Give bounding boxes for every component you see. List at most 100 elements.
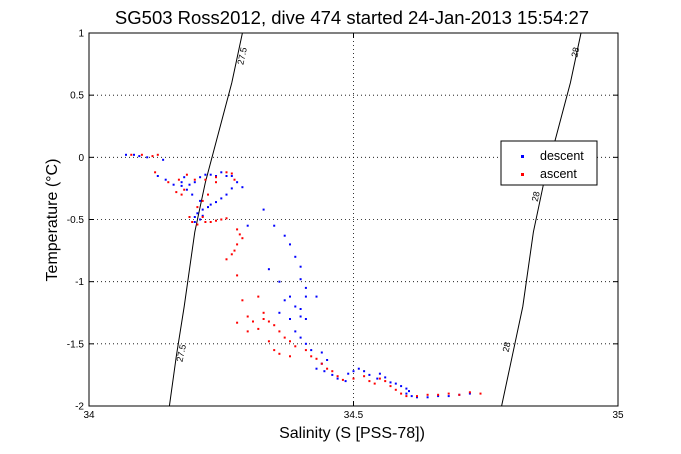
ascent-point [180,193,183,196]
descent-point [299,265,302,268]
descent-point [323,370,326,373]
descent-point [347,372,350,375]
descent-point [437,395,440,398]
ascent-point [154,171,157,174]
descent-point [215,201,217,204]
ascent-point [201,199,204,202]
axis-ticks: 34 34.5 35 -2 -1.5 -1 -0.5 0 0.5 1 [67,29,624,422]
descent-point [125,153,127,156]
descent-point [172,183,175,186]
ascent-point [373,382,376,385]
ascent-point [236,274,239,277]
y-tick-label: -0.5 [67,215,85,226]
ascent-point [241,299,244,302]
ascent-point [193,178,196,181]
ascent-point [294,345,297,348]
descent-point [183,176,186,179]
descent-point [204,173,207,176]
ascent-point [394,388,397,391]
ascent-point [479,392,482,395]
ascent-point [246,315,249,318]
ascent-point [320,362,323,365]
descent-point [410,395,413,398]
ascent-point [236,228,239,231]
legend-box [500,140,598,186]
ascent-point [278,352,281,355]
descent-point [191,193,194,196]
ascent-point [230,253,233,256]
contour-label: 27.5 [175,344,188,363]
ascent-point [196,223,199,226]
descent-point [241,186,244,189]
descent-point [193,216,196,218]
ascent-point [289,340,291,343]
descent-point [162,158,165,161]
ascent-point [378,377,381,380]
ascent-point [273,349,276,352]
descent-point [278,280,281,283]
ascent-point [230,172,233,175]
x-axis-label: Salinity (S [PSS-78]) [279,425,425,442]
ascent-point [140,153,143,156]
descent-point [416,396,418,399]
descent-point [185,188,188,191]
descent-point [389,381,392,384]
ascent-point [236,243,239,246]
descent-point [188,183,191,186]
descent-point [336,377,339,380]
ascent-point [468,391,471,394]
x-tick-label: 34 [83,410,95,421]
descent-point [376,377,379,380]
descent-point [331,373,334,376]
ascent-point [262,318,265,320]
ascent-point [215,176,217,179]
descent-point [426,396,429,399]
ascent-point [196,206,199,209]
ascent-point [225,217,228,220]
descent-point [352,370,355,373]
descent-point [304,295,307,298]
ascent-point [215,181,217,184]
descent-point [294,305,297,308]
ascent-point [225,171,228,174]
legend-label-ascent: ascent [540,167,577,181]
y-tick-label: -1 [75,277,84,288]
ascent-point [151,155,154,158]
density-contour-27.5 [168,32,243,407]
descent-point [201,214,204,217]
ascent-point [384,380,387,383]
descent-point [193,181,196,184]
descent-point [196,212,199,215]
y-tick-label: 1 [78,29,84,40]
descent-point [289,243,291,246]
descent-point [363,370,366,373]
ascent-point [389,385,392,388]
ascent-point [233,249,236,252]
ascent-point [267,340,270,343]
ascent-point [209,221,212,223]
descent-point [294,330,297,333]
descent-point [405,392,408,395]
ascent-point [326,367,329,370]
data-points [125,153,482,399]
descent-point [304,318,307,320]
ascent-point [204,221,207,223]
contour-label: 28 [569,46,581,58]
y-axis-label: Temperature (°C) [44,159,61,282]
density-contours: 27.5 27.5 28 28 28 [168,32,582,407]
descent-point [394,382,397,385]
descent-point [236,181,239,184]
ascent-point [241,237,244,240]
descent-point [304,286,307,289]
descent-point [267,268,270,271]
descent-point [283,299,286,302]
descent-point [405,387,408,390]
ascent-point [426,393,429,396]
contour-label: 28 [501,341,513,353]
descent-point [326,359,329,361]
x-tick-label: 35 [612,410,624,421]
ascent-point [215,219,217,222]
descent-point [262,208,265,211]
ascent-point [246,330,249,333]
descent-point [368,373,371,376]
